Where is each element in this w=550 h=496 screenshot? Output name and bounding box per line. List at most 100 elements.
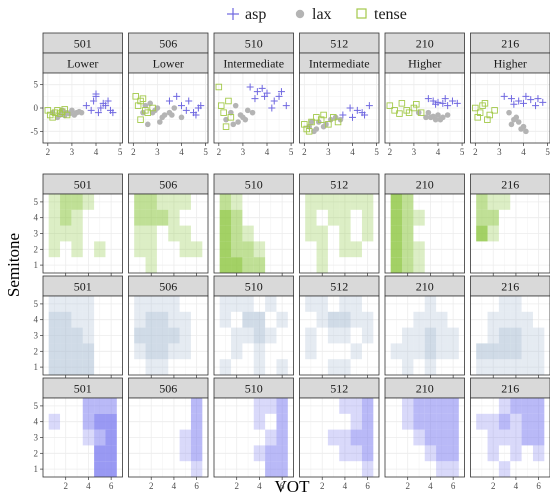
point-tense xyxy=(134,102,142,109)
heatmap-cell xyxy=(402,209,414,226)
facet-strip-speaker: 501 xyxy=(74,280,92,294)
y-tick-label: 1 xyxy=(34,260,39,270)
y-tick-label: 2 xyxy=(34,346,39,356)
point-lax xyxy=(320,123,327,130)
plot-border xyxy=(384,72,465,144)
x-tick-label: 3 xyxy=(241,147,246,157)
heatmap-cell xyxy=(402,194,414,210)
heatmap-cell xyxy=(424,429,437,446)
heatmap-cell xyxy=(82,413,95,430)
y-tick-label: 1 xyxy=(34,362,39,372)
heatmap-cell xyxy=(327,327,340,344)
heatmap-cell xyxy=(242,311,254,328)
point-lax xyxy=(518,126,524,132)
point-asp xyxy=(253,88,261,96)
heatmap-cell xyxy=(424,311,437,328)
heatmap-cell xyxy=(361,327,374,344)
y-tick-label: -5 xyxy=(31,126,39,136)
point-tense xyxy=(308,118,315,126)
heatmap-cell xyxy=(60,296,72,312)
heatmap-cell xyxy=(487,327,499,344)
heatmap-cell xyxy=(94,445,106,462)
heatmap-cell xyxy=(60,327,72,344)
heatmap-cell xyxy=(532,327,545,344)
heatmap-cell xyxy=(71,194,83,210)
heatmap-cell xyxy=(276,398,288,414)
x-tick-label: 2 xyxy=(46,147,51,157)
point-lax xyxy=(147,100,153,107)
heatmap-cell xyxy=(168,209,180,226)
point-lax xyxy=(506,109,512,116)
x-tick-label: 2 xyxy=(320,481,325,491)
heatmap-cell xyxy=(231,225,243,242)
heatmap-cell xyxy=(145,241,157,258)
point-lax xyxy=(425,109,432,116)
heatmap-cell xyxy=(532,413,545,430)
x-tick-label: 5 xyxy=(203,147,208,157)
heatmap-cell xyxy=(413,327,425,344)
facet-strip-speaker: 501 xyxy=(74,382,92,396)
heatmap-cell xyxy=(305,327,317,344)
point-lax xyxy=(144,121,151,128)
heatmap-cell xyxy=(305,209,317,226)
heatmap-cell xyxy=(82,398,95,414)
heatmap-cell xyxy=(219,296,232,312)
heatmap-cell xyxy=(402,241,414,258)
heatmap-cell xyxy=(316,257,328,273)
heatmap-cell xyxy=(447,461,459,477)
heatmap-cell xyxy=(413,257,425,273)
heatmap-cell xyxy=(327,209,340,226)
point-asp xyxy=(441,95,449,103)
heatmap-cell xyxy=(413,343,425,360)
heatmap-cell xyxy=(339,445,351,462)
heatmap-cell xyxy=(402,225,414,242)
point-lax xyxy=(232,102,239,109)
facet-strip-speaker: 512 xyxy=(330,382,348,396)
y-tick-label: 1 xyxy=(34,464,39,474)
heatmap-cell xyxy=(521,429,533,446)
heatmap-cell xyxy=(253,398,266,414)
heatmap-cell xyxy=(510,327,522,344)
point-asp xyxy=(104,97,112,105)
facet-panel: 501 5 4 3 2 1 2 4 6 xyxy=(34,377,123,491)
heatmap-cell xyxy=(276,359,288,375)
point-lax xyxy=(249,109,256,116)
heatmap-cell xyxy=(476,343,488,360)
point-asp xyxy=(268,104,276,112)
point-asp xyxy=(424,95,432,103)
point-asp xyxy=(432,100,440,108)
heatmap-cell xyxy=(71,241,83,258)
heatmap-cell xyxy=(339,359,351,375)
plot-border xyxy=(470,397,550,478)
facet-strip-group: Higher xyxy=(494,57,527,71)
heatmap-cell xyxy=(179,311,191,328)
heatmap-cell xyxy=(48,225,61,242)
heatmap-cell xyxy=(498,413,511,430)
heatmap-cell xyxy=(145,194,157,210)
heatmap-cell xyxy=(105,413,117,430)
heatmap-cell xyxy=(350,194,362,210)
y-tick-label: 3 xyxy=(34,229,39,239)
point-asp xyxy=(527,96,535,104)
heatmap-cell xyxy=(134,225,146,242)
heatmap-cell xyxy=(276,413,288,430)
x-tick-label: 2 xyxy=(63,481,68,491)
point-lax xyxy=(444,112,451,118)
heatmap-cell xyxy=(339,209,351,226)
heatmap-cell xyxy=(361,209,374,226)
facet-strip-speaker: 512 xyxy=(330,280,348,294)
point-tense xyxy=(320,111,327,119)
x-tick-label: 5 xyxy=(374,147,379,157)
point-tense xyxy=(132,93,139,100)
x-axis-title: VOT xyxy=(275,477,311,496)
heatmap-cell xyxy=(168,296,180,312)
heatmap-cell xyxy=(436,429,448,446)
heatmap-cell xyxy=(219,194,232,210)
point-lax xyxy=(313,126,320,132)
point-lax xyxy=(235,119,241,125)
heatmap-cell xyxy=(145,327,157,344)
